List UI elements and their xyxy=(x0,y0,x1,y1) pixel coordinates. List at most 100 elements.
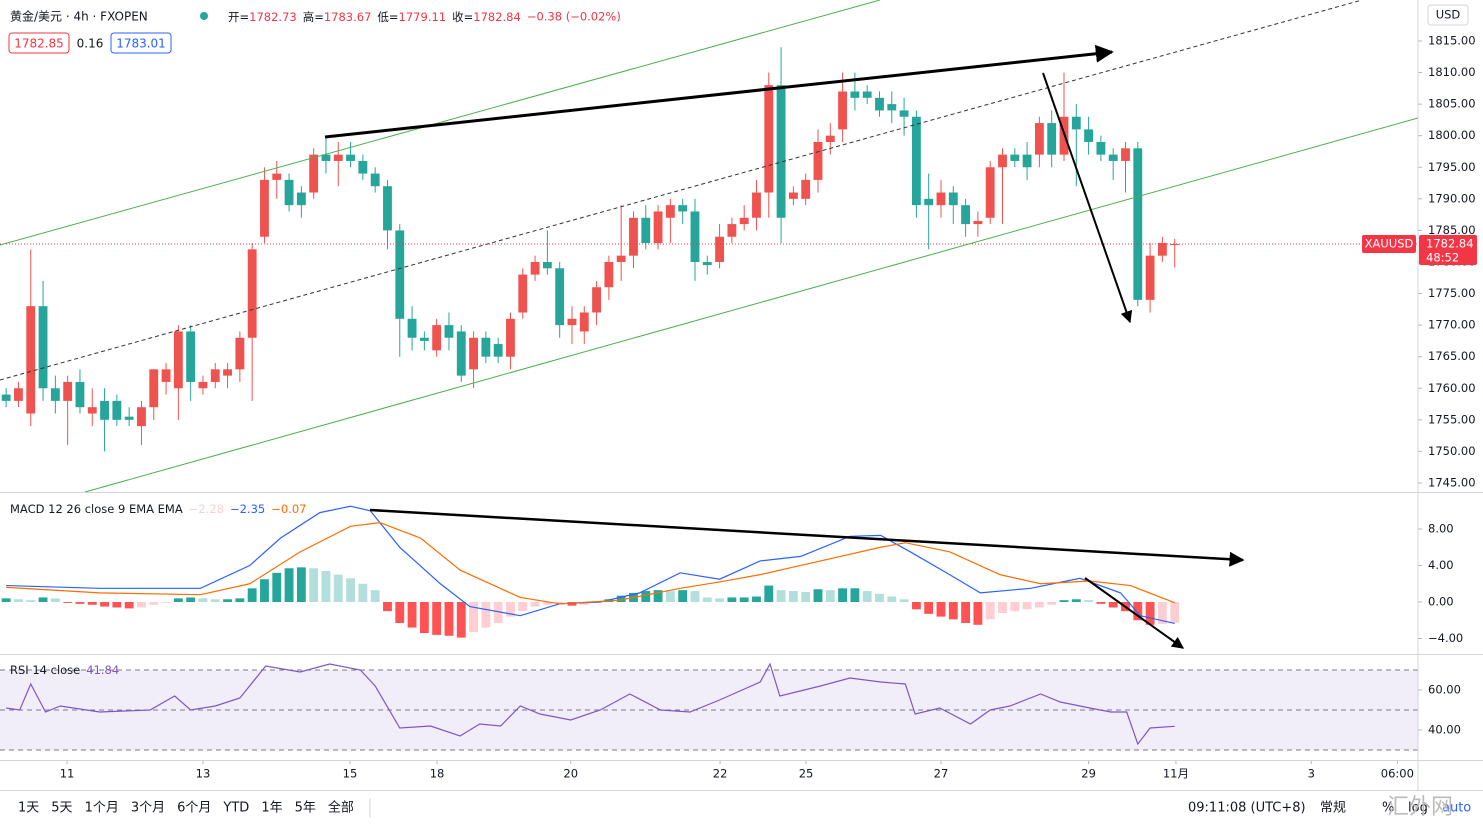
ohlc-label: 高= xyxy=(303,10,324,24)
macd-histogram-bar xyxy=(936,602,946,617)
macd-histogram-bar xyxy=(432,602,442,635)
candle-body xyxy=(567,318,577,326)
candle-body xyxy=(198,381,208,389)
candle-body xyxy=(948,192,958,206)
range-button[interactable]: 6个月 xyxy=(177,801,211,816)
candle-body xyxy=(407,318,417,338)
macd-histogram-bar xyxy=(272,572,282,603)
macd-histogram-bar xyxy=(542,602,552,605)
macd-histogram-bar xyxy=(395,602,405,623)
macd-histogram-bar xyxy=(506,602,515,617)
y-tick-label: 1785.00 xyxy=(1428,223,1476,237)
candle-body xyxy=(813,142,823,180)
range-button[interactable]: 5天 xyxy=(51,801,72,816)
macd-down-arrow xyxy=(1084,577,1184,649)
watermark: 汇外网 xyxy=(1387,795,1453,820)
y-tick-label: 1750.00 xyxy=(1428,444,1476,458)
plot-layer: 1745.00 1750.00 1755.00 1760.00 1765.00 1770.… xyxy=(0,33,1477,781)
macd-histogram-bar xyxy=(260,579,269,603)
candle-body xyxy=(825,135,835,143)
bid-box xyxy=(8,32,70,54)
candle-body xyxy=(321,154,331,161)
price-tag-countdown: 48:52 xyxy=(1426,251,1459,265)
candle-body xyxy=(801,179,811,199)
x-tick-label: 15 xyxy=(343,767,358,781)
macd-histogram-bar xyxy=(678,590,688,603)
candle-body xyxy=(776,85,786,218)
down-arrow xyxy=(1042,72,1133,324)
range-button[interactable]: 5年 xyxy=(295,801,316,816)
currency-button[interactable] xyxy=(1427,4,1469,26)
x-tick-label: 18 xyxy=(430,767,445,781)
macd-histogram-bar xyxy=(198,598,208,603)
candle-body xyxy=(456,331,466,376)
macd-histogram-bar xyxy=(333,574,343,603)
macd-legend: MACD 12 26 close 9 EMA EMA −2.28 −2.35 −0.0… xyxy=(10,502,306,516)
macd-line xyxy=(6,522,1175,605)
macd-histogram-bar xyxy=(161,602,171,603)
candle-body xyxy=(50,388,60,401)
status-dot xyxy=(200,12,208,20)
candle-body xyxy=(137,407,146,427)
candle-body xyxy=(493,344,503,357)
price-tag xyxy=(1419,235,1477,266)
macd-histogram-bar xyxy=(358,583,368,603)
range-button[interactable]: 1天 xyxy=(18,801,39,816)
macd-histogram-bar xyxy=(530,602,540,607)
change: −0.38 (−0.02%) xyxy=(527,10,621,24)
spread: 0.16 xyxy=(77,37,104,51)
macd-histogram-bar xyxy=(1084,600,1094,603)
macd-histogram-bar xyxy=(998,602,1007,613)
candle-body xyxy=(678,205,688,212)
macd-histogram-bar xyxy=(961,602,971,623)
y-tick-label: 4.00 xyxy=(1428,558,1454,572)
channel-lower xyxy=(84,117,1419,493)
macd-histogram-bar xyxy=(850,588,860,603)
candle-body xyxy=(1071,116,1081,130)
symbol-tag xyxy=(1362,235,1416,254)
range-button[interactable]: 3个月 xyxy=(131,801,165,816)
candle-body xyxy=(752,192,761,218)
x-tick-label: 25 xyxy=(799,767,814,781)
macd-histogram-bar xyxy=(223,599,232,603)
candle-body xyxy=(629,217,638,256)
range-button[interactable]: YTD xyxy=(222,801,249,816)
range-button[interactable]: 1年 xyxy=(261,801,282,816)
macd-histogram-bar xyxy=(481,602,491,628)
candle-body xyxy=(26,306,36,414)
macd-histogram-bar xyxy=(1034,602,1044,608)
macd-histogram-bar xyxy=(75,602,85,604)
x-tick-label: 13 xyxy=(196,767,211,781)
candle-body xyxy=(1108,154,1118,161)
macd-histogram-bar xyxy=(1010,602,1020,612)
range-button[interactable]: 全部 xyxy=(328,800,354,816)
macd-histogram-bar xyxy=(899,599,909,603)
currency[interactable]: USD xyxy=(1436,8,1461,22)
percent-button[interactable]: % xyxy=(1382,801,1394,816)
candle-body xyxy=(998,154,1007,168)
range-button[interactable]: 1个月 xyxy=(85,801,119,816)
ohlc-value: 1782.73 xyxy=(249,10,297,24)
candle-body xyxy=(419,337,429,341)
macd-legend-value: −0.07 xyxy=(271,502,306,516)
macd-histogram-bar xyxy=(1047,602,1057,605)
x-tick-label: 11月 xyxy=(1163,767,1189,781)
y-tick-label: 1770.00 xyxy=(1428,318,1476,332)
candle-body xyxy=(383,186,392,231)
macd-histogram-bar xyxy=(1157,602,1167,624)
candle-body xyxy=(481,337,491,357)
macd-histogram-bar xyxy=(50,598,60,603)
macd-histogram-bar xyxy=(38,597,48,603)
ohlc-item: 开=1782.73 xyxy=(228,10,297,24)
auto-button[interactable]: auto xyxy=(1442,801,1471,816)
candle-body xyxy=(715,236,725,262)
macd-histogram-bar xyxy=(149,602,159,605)
macd-histogram-bar xyxy=(653,590,663,603)
macd-histogram-bar xyxy=(1096,602,1106,604)
log-button[interactable]: log xyxy=(1408,801,1428,816)
session-button[interactable]: 常规 xyxy=(1320,801,1346,816)
macd-histogram-bar xyxy=(321,570,331,603)
candle-body xyxy=(223,369,232,376)
macd-histogram-bar xyxy=(825,590,835,603)
macd-histogram-bar xyxy=(1071,599,1081,603)
